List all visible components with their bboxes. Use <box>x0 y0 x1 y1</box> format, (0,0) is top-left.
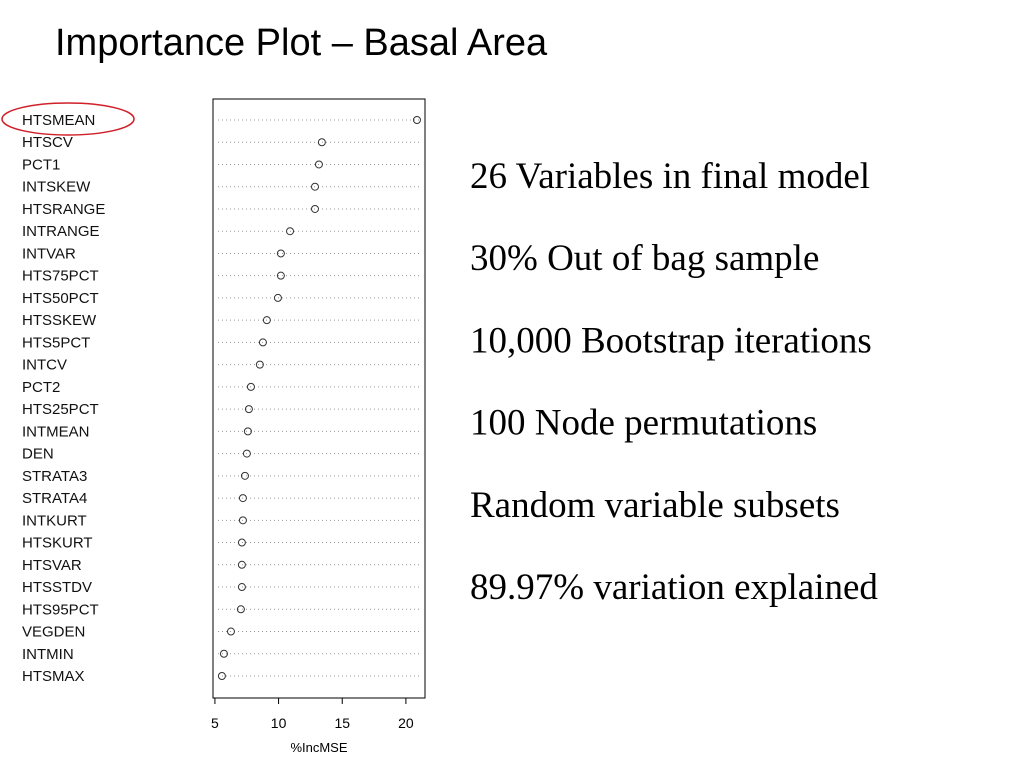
dot <box>217 672 226 680</box>
dot <box>219 649 228 658</box>
category-label: HTSRANGE <box>22 201 105 218</box>
category-label: INTKURT <box>22 512 87 529</box>
category-label: INTVAR <box>22 245 76 262</box>
plot-frame <box>212 98 426 699</box>
note: 10,000 Bootstrap iterations <box>470 320 872 361</box>
category-label: DEN <box>22 446 54 463</box>
dot <box>255 360 264 369</box>
x-tick-label: 15 <box>334 715 350 731</box>
category-label: STRATA4 <box>22 490 87 507</box>
dot <box>286 227 295 236</box>
x-tick-label: 10 <box>271 715 287 731</box>
slide-title: Importance Plot – Basal Area <box>55 22 548 64</box>
category-label: HTSSKEW <box>22 312 97 329</box>
dot <box>238 516 247 525</box>
dot <box>258 338 267 347</box>
dot <box>276 249 285 258</box>
dot <box>237 560 246 569</box>
dot <box>262 316 271 325</box>
dot <box>238 494 247 503</box>
category-label: HTSCV <box>22 134 73 151</box>
note: 100 Node permutations <box>470 403 817 444</box>
category-label: HTS25PCT <box>22 401 99 418</box>
dot <box>273 293 282 302</box>
category-label: HTSVAR <box>22 557 82 574</box>
dot <box>317 138 326 147</box>
category-label: PCT2 <box>22 379 60 396</box>
x-tick-label: 5 <box>211 715 219 731</box>
note: 30% Out of bag sample <box>470 238 819 279</box>
category-label: PCT1 <box>22 156 60 173</box>
category-label: HTS95PCT <box>22 601 99 618</box>
category-label: INTMIN <box>22 646 74 663</box>
dot <box>244 405 253 414</box>
dot <box>243 427 252 436</box>
category-label: INTSKEW <box>22 179 91 196</box>
category-label: HTS5PCT <box>22 334 90 351</box>
dot <box>237 583 246 592</box>
category-label: HTSKURT <box>22 535 93 552</box>
dot <box>310 204 319 213</box>
x-tick-label: 20 <box>398 715 414 731</box>
category-label: INTMEAN <box>22 423 90 440</box>
category-label: HTSMAX <box>22 668 85 685</box>
dot <box>246 382 255 391</box>
note: Random variable subsets <box>470 485 840 526</box>
dot <box>240 471 249 480</box>
dot <box>314 160 323 169</box>
category-label: HTSSTDV <box>22 579 92 596</box>
highlight-ellipse <box>1 102 135 136</box>
category-label: HTS50PCT <box>22 290 99 307</box>
category-label: VEGDEN <box>22 624 85 641</box>
category-label: INTRANGE <box>22 223 100 240</box>
category-label: INTCV <box>22 357 67 374</box>
x-axis-label: %IncMSE <box>290 740 347 755</box>
dot <box>237 538 246 547</box>
dot <box>276 271 285 280</box>
dot <box>242 449 251 458</box>
dot <box>310 182 319 191</box>
note: 26 Variables in final model <box>470 156 870 197</box>
dot <box>412 116 421 124</box>
category-label: STRATA3 <box>22 468 87 485</box>
category-label: HTSMEAN <box>22 112 95 129</box>
category-label: HTS75PCT <box>22 268 99 285</box>
note: 89.97% variation explained <box>470 567 878 608</box>
dot <box>226 627 235 636</box>
dot <box>236 605 245 614</box>
